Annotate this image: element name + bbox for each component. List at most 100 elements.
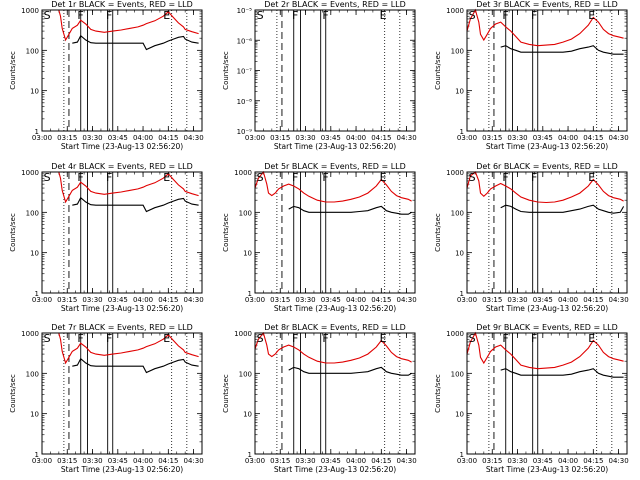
- lld-series-line: [254, 331, 412, 364]
- x-tick-label: 04:30: [608, 296, 628, 304]
- x-tick-label: 04:30: [608, 457, 628, 465]
- events-series-line: [500, 45, 624, 55]
- marker-f: F: [531, 9, 537, 22]
- panel-title: Det 7r BLACK = Events, RED = LLD: [51, 323, 193, 332]
- interval-bar: [80, 9, 88, 132]
- plot-frame: [41, 171, 203, 294]
- x-axis-label: Start Time (23-Aug-13 02:56:20): [486, 304, 608, 313]
- x-axis-label: Start Time (23-Aug-13 02:56:20): [274, 304, 396, 313]
- panel-title: Det 8r BLACK = Events, RED = LLD: [264, 323, 406, 332]
- lld-series-line: [466, 331, 624, 370]
- plot-frame: [466, 332, 628, 455]
- y-tick-label: 10: [455, 250, 464, 258]
- x-tick-label: 03:15: [270, 296, 290, 304]
- x-tick-label: 04:30: [183, 134, 203, 142]
- y-tick-label: 100: [451, 209, 464, 217]
- x-tick-label: 03:15: [270, 134, 290, 142]
- x-tick-label: 03:15: [57, 457, 77, 465]
- x-axis-label: Start Time (23-Aug-13 02:56:20): [486, 142, 608, 151]
- plot-frame: [41, 9, 203, 132]
- y-tick-label: 1: [35, 290, 39, 298]
- interval-bar: [107, 332, 114, 455]
- marker-f: F: [322, 171, 328, 184]
- x-axis-label: Start Time (23-Aug-13 02:56:20): [486, 465, 608, 474]
- x-axis-label: Start Time (23-Aug-13 02:56:20): [274, 142, 396, 151]
- marker-s: S: [44, 332, 51, 345]
- marker-f: F: [531, 332, 537, 345]
- y-tick-label: 100: [26, 47, 39, 55]
- plot-frame: [466, 9, 628, 132]
- x-tick-label: 04:30: [396, 296, 416, 304]
- y-tick-label: 100: [451, 47, 464, 55]
- marker-f: F: [502, 9, 508, 22]
- x-tick-label: 04:15: [371, 296, 391, 304]
- marker-f: F: [106, 9, 112, 22]
- y-axis-label: Counts/sec: [434, 374, 442, 413]
- x-tick-label: 04:15: [158, 457, 178, 465]
- lld-series-line: [466, 171, 624, 204]
- y-tick-label: 1: [460, 128, 464, 136]
- x-tick-label: 03:30: [82, 134, 102, 142]
- y-tick-label: 10: [455, 411, 464, 419]
- y-tick-label: 10: [455, 88, 464, 96]
- x-tick-label: 04:00: [133, 457, 153, 465]
- x-tick-label: 04:00: [558, 296, 578, 304]
- y-tick-label: 1000: [21, 169, 39, 177]
- x-tick-label: 03:15: [482, 296, 502, 304]
- plot-frame: [466, 171, 628, 294]
- y-tick-label: 10⁻⁶: [237, 37, 253, 45]
- panel-title: Det 6r BLACK = Events, RED = LLD: [476, 162, 618, 171]
- lld-series-line: [466, 8, 624, 47]
- x-tick-label: 03:30: [82, 296, 102, 304]
- marker-s: S: [469, 332, 476, 345]
- panel-title: Det 4r BLACK = Events, RED = LLD: [51, 162, 193, 171]
- marker-s: S: [469, 171, 476, 184]
- interval-bar: [532, 9, 539, 132]
- marker-f: F: [77, 9, 83, 22]
- panel-title: Det 3r BLACK = Events, RED = LLD: [476, 0, 618, 9]
- x-tick-label: 04:30: [183, 457, 203, 465]
- lld-series-line: [254, 170, 412, 203]
- y-tick-label: 1000: [446, 7, 464, 15]
- lld-series-line: [58, 332, 199, 365]
- marker-f: F: [531, 171, 537, 184]
- marker-f: F: [502, 171, 508, 184]
- x-tick-label: 03:45: [321, 296, 341, 304]
- y-tick-label: 1: [460, 451, 464, 459]
- y-axis-label: Counts/sec: [222, 213, 230, 252]
- events-series-line: [72, 34, 199, 51]
- x-tick-label: 03:45: [533, 134, 553, 142]
- x-axis-label: Start Time (23-Aug-13 02:56:20): [61, 142, 183, 151]
- detector-panel-3: Det 3r BLACK = Events, RED = LLD Counts/s…: [434, 0, 629, 151]
- plot-frame: [254, 171, 416, 294]
- events-series-line: [72, 196, 199, 213]
- y-tick-label: 1: [248, 451, 252, 459]
- detector-panel-2: Det 2r BLACK = Events, RED = LLD Counts/s…: [222, 0, 417, 151]
- x-tick-label: 03:45: [108, 296, 128, 304]
- marker-e: E: [380, 332, 387, 345]
- events-series-line: [500, 204, 625, 214]
- x-axis-label: Start Time (23-Aug-13 02:56:20): [61, 465, 183, 474]
- x-tick-label: 04:30: [396, 134, 416, 142]
- detector-panel-4: Det 4r BLACK = Events, RED = LLD Counts/s…: [9, 162, 204, 313]
- x-tick-label: 03:45: [533, 457, 553, 465]
- x-tick-label: 03:30: [507, 296, 527, 304]
- marker-f: F: [322, 9, 328, 22]
- interval-bar: [107, 9, 114, 132]
- panel-title: Det 2r BLACK = Events, RED = LLD: [264, 0, 406, 9]
- y-tick-label: 100: [451, 370, 464, 378]
- panel-title: Det 5r BLACK = Events, RED = LLD: [264, 162, 406, 171]
- x-tick-label: 04:00: [346, 457, 366, 465]
- x-tick-label: 03:45: [533, 296, 553, 304]
- y-axis-label: Counts/sec: [222, 374, 230, 413]
- y-axis-label: Counts/sec: [9, 51, 17, 90]
- y-tick-label: 1: [35, 451, 39, 459]
- x-tick-label: 03:45: [321, 134, 341, 142]
- panel-title: Det 9r BLACK = Events, RED = LLD: [476, 323, 618, 332]
- marker-e: E: [163, 332, 170, 345]
- y-tick-label: 1000: [446, 169, 464, 177]
- x-tick-label: 04:00: [133, 134, 153, 142]
- marker-e: E: [163, 9, 170, 22]
- interval-bar: [107, 171, 114, 294]
